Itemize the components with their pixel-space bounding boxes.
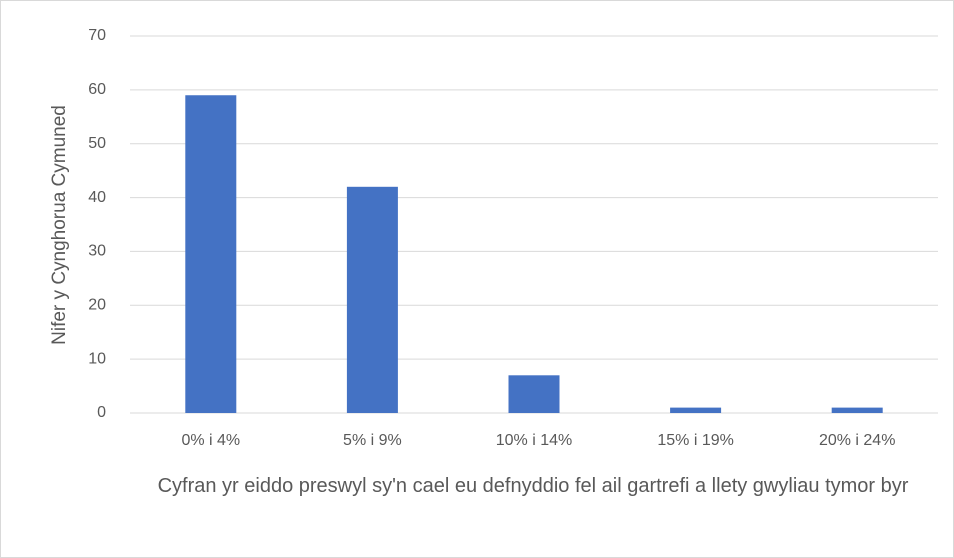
- x-tick-label: 20% i 24%: [819, 432, 896, 449]
- bar: [346, 186, 398, 413]
- y-tick-label: 10: [88, 350, 106, 367]
- y-axis-label: Nifer y Cynghorua Cymuned: [49, 105, 70, 345]
- y-tick-label: 0: [97, 404, 106, 421]
- y-tick-label: 30: [88, 243, 106, 260]
- x-tick-label: 10% i 14%: [496, 432, 573, 449]
- bar: [831, 407, 883, 413]
- x-axis-label: Cyfran yr eiddo preswyl sy'n cael eu def…: [157, 475, 909, 497]
- x-tick-label: 0% i 4%: [181, 432, 240, 449]
- bar: [508, 375, 560, 413]
- y-tick-label: 50: [88, 135, 106, 152]
- bar: [670, 407, 722, 413]
- y-tick-label: 60: [88, 81, 106, 98]
- bar: [185, 95, 237, 413]
- y-tick-label: 20: [88, 297, 106, 314]
- y-tick-label: 70: [88, 27, 106, 44]
- y-tick-label: 40: [88, 189, 106, 206]
- x-tick-label: 15% i 19%: [657, 432, 734, 449]
- x-tick-label: 5% i 9%: [343, 432, 402, 449]
